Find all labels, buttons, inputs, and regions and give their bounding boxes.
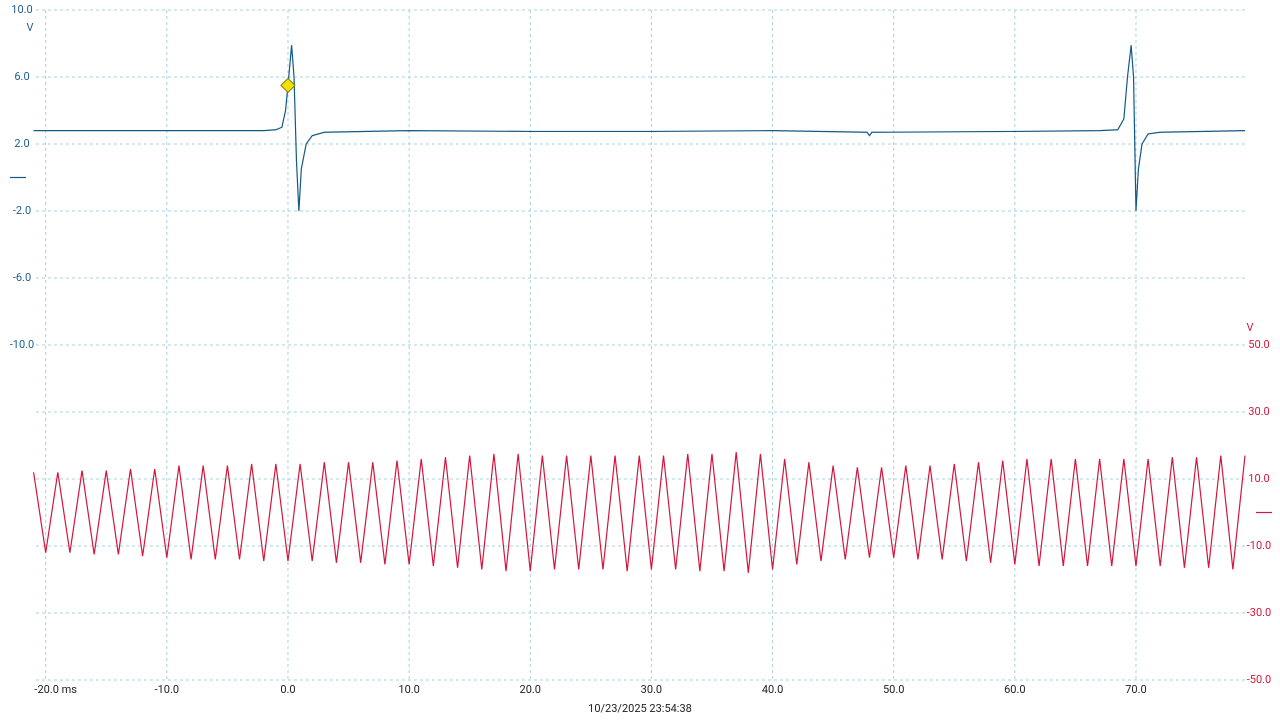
y2-tick-label: -30.0 xyxy=(1247,606,1272,619)
y2-tick-label: 50.0 xyxy=(1248,338,1269,351)
x-tick-label: 0.0 xyxy=(280,683,295,696)
x-tick-label: 50.0 xyxy=(883,683,904,696)
y2-tick-label: 30.0 xyxy=(1248,405,1269,418)
timestamp: 10/23/2025 23:54:38 xyxy=(588,702,692,715)
y2-unit: V xyxy=(1246,321,1253,334)
trace xyxy=(32,452,1246,573)
x-tick-label: 70.0 xyxy=(1125,683,1146,696)
x-tick-label: 20.0 xyxy=(520,683,541,696)
y-tick-label: -10.0 xyxy=(10,338,35,351)
y-tick-label: 2.0 xyxy=(14,137,29,150)
trigger-marker xyxy=(280,77,296,94)
x-tick-label: 10.0 xyxy=(398,683,419,696)
y-tick-label: 6.0 xyxy=(14,70,29,83)
x-tick-label: 40.0 xyxy=(762,683,783,696)
y2-tick-label: -50.0 xyxy=(1247,673,1272,686)
x-tick-label: 30.0 xyxy=(641,683,662,696)
y2-tick-label: 10.0 xyxy=(1248,472,1269,485)
y2-tick-label: -10.0 xyxy=(1247,539,1272,552)
y-unit: V xyxy=(26,21,33,34)
y-tick-label: 10.0 xyxy=(11,3,32,16)
y-tick-label: -6.0 xyxy=(13,271,31,284)
x-tick-label: -20.0 ms xyxy=(34,683,77,696)
x-tick-label: -10.0 xyxy=(155,683,180,696)
y-tick-label: -2.0 xyxy=(13,204,31,217)
x-tick-label: 60.0 xyxy=(1004,683,1025,696)
trace xyxy=(33,45,1246,212)
